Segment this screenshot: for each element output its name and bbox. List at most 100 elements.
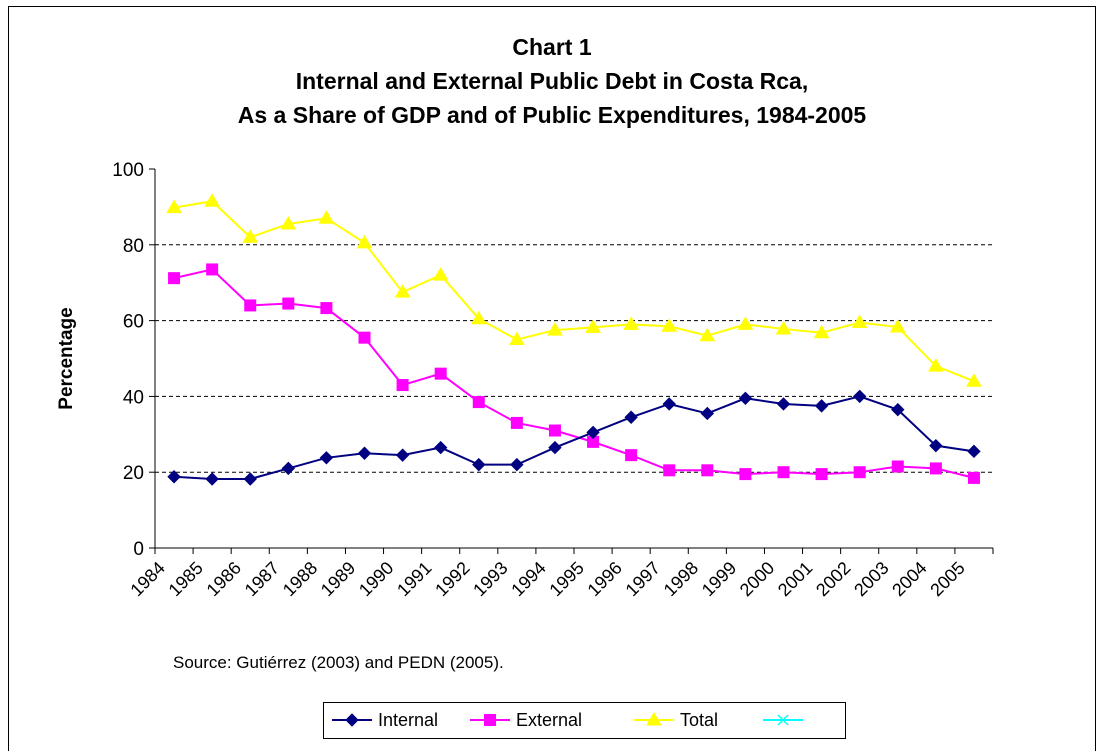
total-point [166,199,182,214]
external-point [891,460,904,473]
internal-point [586,425,600,440]
external-point [320,302,333,315]
external-point [244,299,257,312]
x-tick-label: 1990 [355,558,397,600]
internal-point [814,399,829,413]
external-point [434,367,447,380]
external-point [929,462,942,475]
chart-title-line-2: Internal and External Public Debt in Cos… [295,68,809,94]
external-point [701,464,714,477]
internal-point [167,470,181,484]
total-point [508,331,525,346]
internal-point [700,406,715,421]
total-point [394,284,411,298]
total-point [356,234,373,249]
x-tick-label: 2003 [850,558,892,600]
external-point [853,466,866,479]
total-point [547,322,563,336]
external-point [739,468,752,481]
chart-title-line-3: As a Share of GDP and of Public Expendit… [237,102,867,128]
total-point [318,210,335,224]
internal-point [624,410,638,424]
external-point [967,471,980,484]
legend-marker-total [646,712,662,726]
legend-label-total: Total [680,710,718,730]
x-tick-label: 1994 [507,558,549,600]
legend-marker-series [777,714,789,726]
internal-point [852,389,867,404]
y-tick-label: 100 [112,160,144,181]
legend-marker-external [484,714,496,726]
y-tick-label: 80 [123,236,144,257]
internal-point [319,451,334,465]
external-point [548,424,561,437]
x-tick-label: 1984 [126,558,168,600]
total-point [889,319,906,333]
x-tick-label: 2001 [774,558,816,600]
internal-point [776,397,791,411]
y-tick-label: 20 [123,463,144,484]
y-tick-label: 0 [133,539,144,560]
y-tick-label: 60 [123,312,144,333]
x-tick-label: 1996 [584,558,626,600]
total-point [585,319,601,333]
x-tick-label: 2000 [736,558,778,600]
x-tick-label: 1985 [165,558,207,600]
internal-point [357,446,372,460]
x-tick-label: 1992 [431,558,473,600]
total-point [280,215,297,230]
x-tick-label: 1989 [317,558,359,600]
chart-legend: Internal External Total [323,702,846,739]
x-tick-label: 1995 [545,558,587,600]
internal-point [281,461,296,476]
external-point [815,468,828,481]
internal-point [738,391,753,406]
external-point [663,464,676,477]
external-point [282,297,295,310]
external-line [173,268,975,479]
legend-label-internal: Internal [378,710,438,730]
internal-line [173,395,975,481]
chart-title-line-1: Chart 1 [512,34,592,60]
external-point [358,331,371,344]
total-point [470,310,487,325]
total-line [173,200,975,383]
total-point [204,193,221,207]
x-tick-label: 1991 [393,558,435,600]
total-point [432,267,449,281]
x-tick-label: 2002 [812,558,854,600]
x-tick-label: 2005 [926,558,968,600]
chart-frame [8,6,1096,751]
external-point [206,263,219,276]
internal-point [662,397,676,411]
external-point [396,379,409,392]
x-tick-label: 1997 [622,558,664,600]
internal-point [510,457,524,472]
total-point [661,318,678,332]
x-tick-label: 1987 [241,558,283,600]
internal-point [433,440,448,455]
y-axis-title: Percentage [56,307,77,409]
internal-point [472,457,486,472]
x-tick-label: 2004 [888,558,930,600]
legend-marker-internal [345,713,359,727]
internal-point [205,472,219,486]
internal-point [929,438,943,453]
internal-point [548,440,562,455]
source-note: Source: Gutiérrez (2003) and PEDN (2005)… [173,653,504,672]
total-point [775,320,792,335]
total-point [966,373,982,387]
x-tick-label: 1986 [203,558,245,600]
internal-point [395,448,410,462]
internal-point [967,444,981,459]
x-tick-label: 1998 [660,558,702,600]
external-point [472,396,485,409]
external-point [777,466,790,479]
external-point [168,272,181,285]
total-point [813,324,830,339]
y-tick-label: 40 [123,387,144,408]
internal-point [243,472,257,486]
total-point [623,316,640,330]
total-point [699,327,716,342]
legend-label-external: External [516,710,582,730]
